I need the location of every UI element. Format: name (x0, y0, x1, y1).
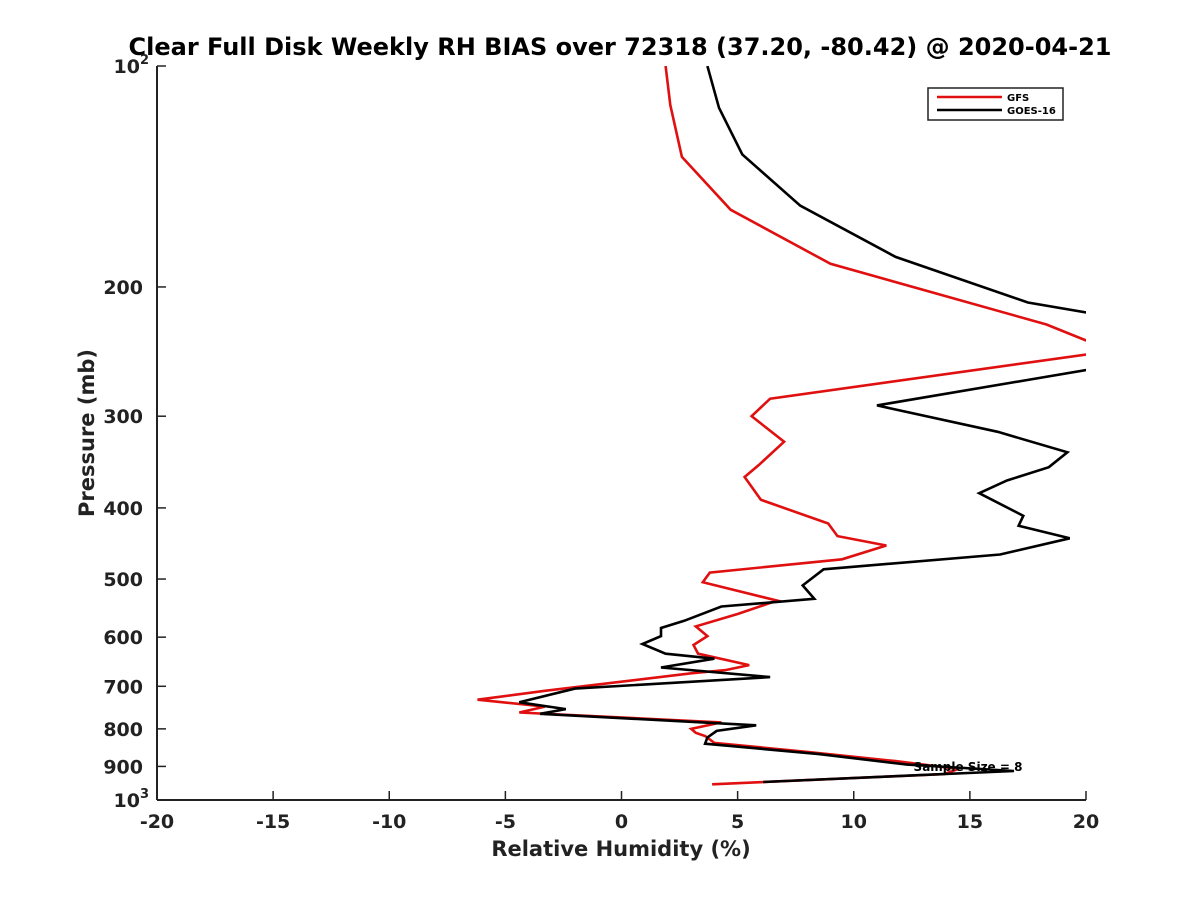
x-tick-label: 15 (957, 811, 983, 833)
x-tick-label: 0 (615, 811, 628, 833)
legend-label-goes16: GOES-16 (1007, 106, 1056, 117)
series-layer (477, 66, 1086, 786)
x-tick-label: 10 (841, 811, 867, 833)
legend-box (927, 87, 1064, 121)
legend: GFS GOES-16 (927, 87, 1064, 121)
x-tick-label: -15 (256, 811, 290, 833)
y-tick-label: 900 (103, 756, 143, 778)
series-line-gfs (477, 66, 1086, 786)
x-tick-label: 5 (731, 811, 744, 833)
y-tick-label: 200 (103, 277, 143, 299)
x-tick-label: -20 (140, 811, 174, 833)
series-line-goes16 (518, 66, 1086, 784)
y-tick-label: 103 (114, 787, 150, 812)
y-tick-label: 300 (103, 406, 143, 428)
sample-size-annotation: Sample Size = 8 (914, 760, 1023, 774)
x-tick-label: 20 (1073, 811, 1099, 833)
y-tick-label: 800 (103, 719, 143, 741)
x-ticks: -20 -15 -10 -5 0 5 10 15 20 (140, 791, 1099, 833)
x-tick-label: -10 (372, 811, 406, 833)
y-ticks: 102 200 300 400 500 600 700 800 900 103 (103, 53, 166, 812)
legend-label-gfs: GFS (1007, 93, 1029, 104)
y-tick-label: 700 (103, 676, 143, 698)
x-axis-label: Relative Humidity (%) (491, 837, 750, 861)
y-tick-label: 400 (103, 498, 143, 520)
y-tick-label: 102 (114, 53, 150, 78)
chart-title: Clear Full Disk Weekly RH BIAS over 7231… (129, 33, 1112, 61)
y-axis-label: Pressure (mb) (75, 349, 99, 517)
x-tick-label: -5 (495, 811, 516, 833)
y-tick-label: 600 (103, 627, 143, 649)
y-tick-label: 500 (103, 569, 143, 591)
